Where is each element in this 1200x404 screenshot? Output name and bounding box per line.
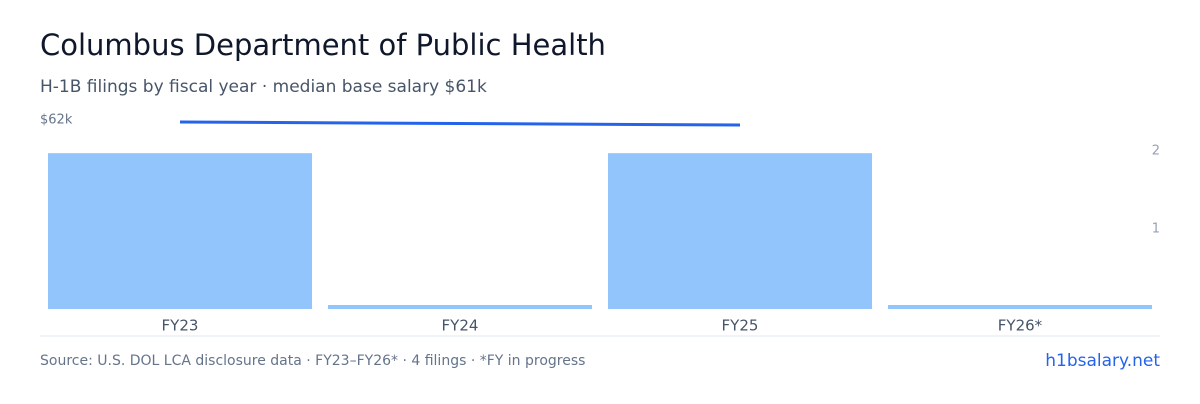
- salary-line: [179, 120, 741, 127]
- bar: [328, 305, 592, 309]
- x-tick-label: FY26*: [998, 317, 1043, 335]
- y-tick-label: $62k: [40, 113, 73, 128]
- x-tick-label: FY23: [162, 317, 199, 335]
- x-tick-label: FY25: [722, 317, 759, 335]
- source-note: Source: U.S. DOL LCA disclosure data · F…: [40, 353, 585, 369]
- y2-tick-label: 1: [1152, 222, 1160, 237]
- chart-subtitle: H-1B filings by fiscal year · median bas…: [40, 77, 487, 97]
- chart-title: Columbus Department of Public Health: [40, 28, 606, 62]
- bar: [48, 153, 312, 309]
- bar: [608, 153, 872, 309]
- y2-tick-label: 2: [1152, 144, 1160, 159]
- brand-link[interactable]: h1bsalary.net: [1045, 351, 1160, 371]
- bar: [888, 305, 1152, 309]
- x-tick-label: FY24: [442, 317, 479, 335]
